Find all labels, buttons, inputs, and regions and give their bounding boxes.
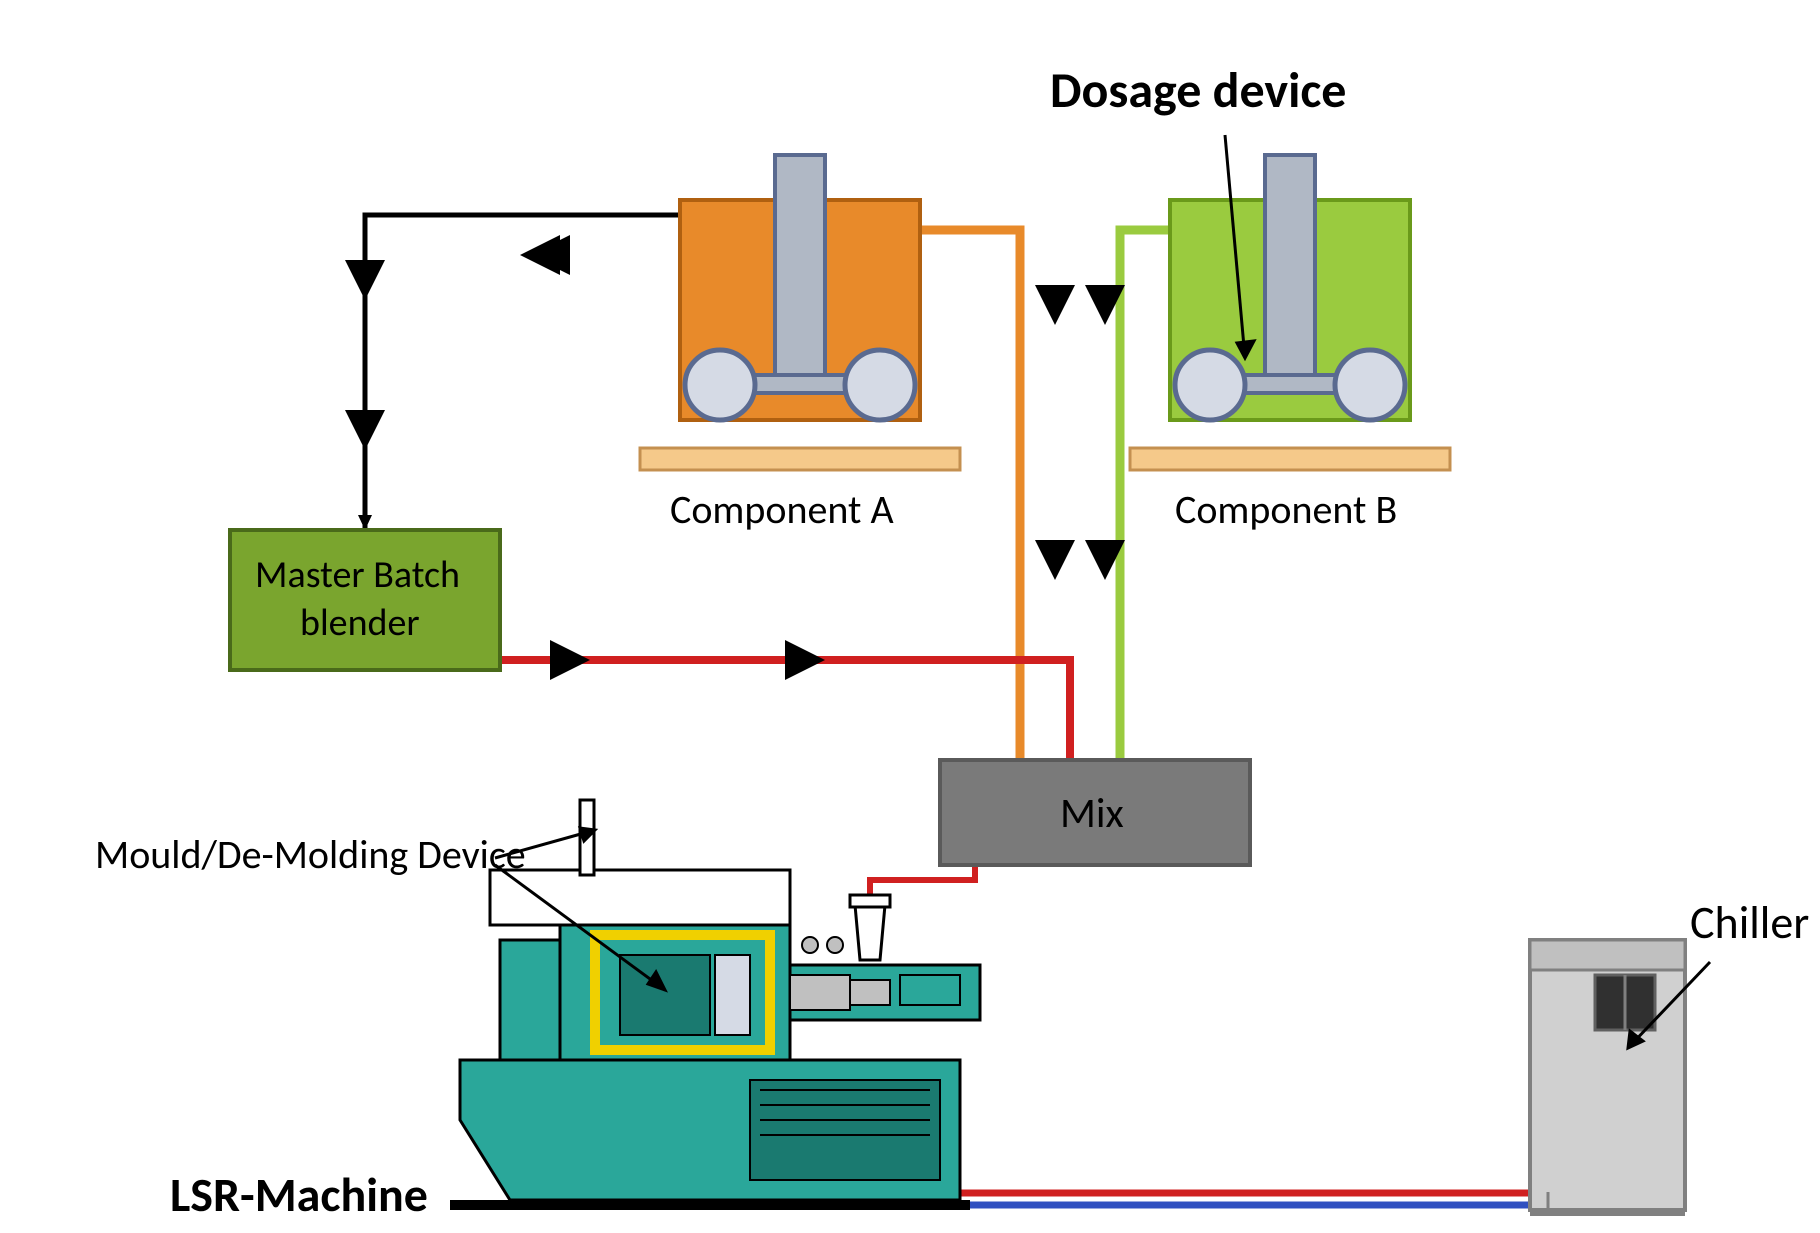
- label-dosage-device: Dosage device: [1050, 60, 1346, 121]
- label-master-batch-l2: blender: [300, 600, 420, 646]
- diagram-svg: [0, 0, 1820, 1233]
- lsr-machine: [450, 800, 980, 1210]
- label-lsr-machine: LSR-Machine: [170, 1165, 428, 1224]
- pipe-green: [1120, 230, 1170, 760]
- container-b: [1170, 155, 1410, 420]
- pipe-black-a-to-blender: [358, 215, 680, 530]
- base-plate-a: [640, 448, 960, 470]
- container-a: [680, 155, 920, 420]
- label-component-b: Component B: [1175, 485, 1397, 534]
- diagram-canvas: Dosage device Component A Component B Ma…: [0, 0, 1820, 1233]
- pipe-orange: [920, 230, 1020, 760]
- base-plate-b: [1130, 448, 1450, 470]
- label-mould-demolding: Mould/De-Molding Device: [95, 830, 526, 879]
- label-chiller: Chiller: [1690, 895, 1809, 951]
- label-master-batch-l1: Master Batch: [255, 552, 460, 598]
- chiller-unit: [1530, 940, 1685, 1216]
- label-mix: Mix: [1060, 788, 1124, 839]
- label-component-a: Component A: [670, 485, 894, 534]
